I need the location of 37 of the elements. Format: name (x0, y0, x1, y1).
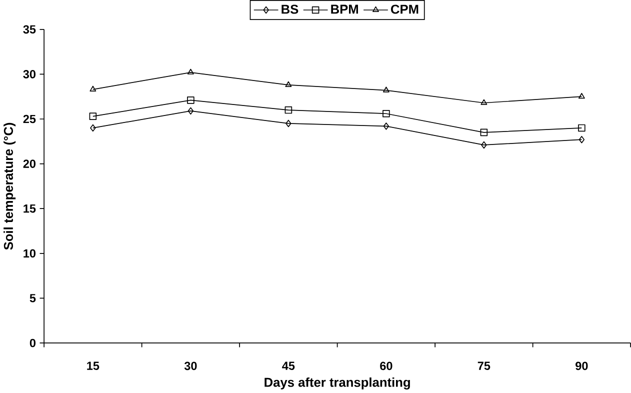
point (284, 106, 292, 114)
y-tick-label: 35 (23, 25, 36, 34)
point (285, 81, 292, 87)
x-tick-label: 90 (576, 362, 588, 370)
x-axis-title: Days after transplanting (264, 377, 410, 390)
point (383, 122, 390, 130)
y-tick-label: 0 (30, 338, 36, 348)
legend-label: BS (282, 4, 298, 14)
point (89, 112, 97, 120)
x-tick-label: 30 (184, 362, 197, 370)
point (578, 124, 586, 132)
x-tick-label: 15 (87, 362, 100, 370)
x-tick-label: 75 (478, 362, 490, 370)
point (480, 128, 488, 136)
point (382, 86, 390, 92)
legend-label: BPM (331, 4, 358, 14)
point (578, 92, 585, 99)
y-tick-label: 25 (23, 114, 36, 124)
point (90, 86, 96, 92)
point (90, 124, 96, 132)
point (188, 107, 194, 115)
x-tick-label: 45 (282, 362, 295, 370)
y-tick-label: 20 (23, 160, 36, 168)
y-axis-title: Soil temperature (°C) (4, 122, 16, 250)
point (481, 141, 487, 149)
y-tick-label: 10 (24, 249, 36, 258)
point (578, 136, 585, 144)
y-tick-label: 15 (24, 204, 36, 213)
y-tick-label: 30 (23, 70, 36, 78)
point (480, 99, 488, 105)
point (382, 110, 390, 118)
point (286, 120, 292, 128)
x-tick-label: 60 (380, 362, 392, 370)
legend-label: CPM (391, 4, 418, 14)
point (187, 96, 194, 104)
y-tick-label: 5 (30, 294, 36, 302)
point (187, 68, 194, 74)
